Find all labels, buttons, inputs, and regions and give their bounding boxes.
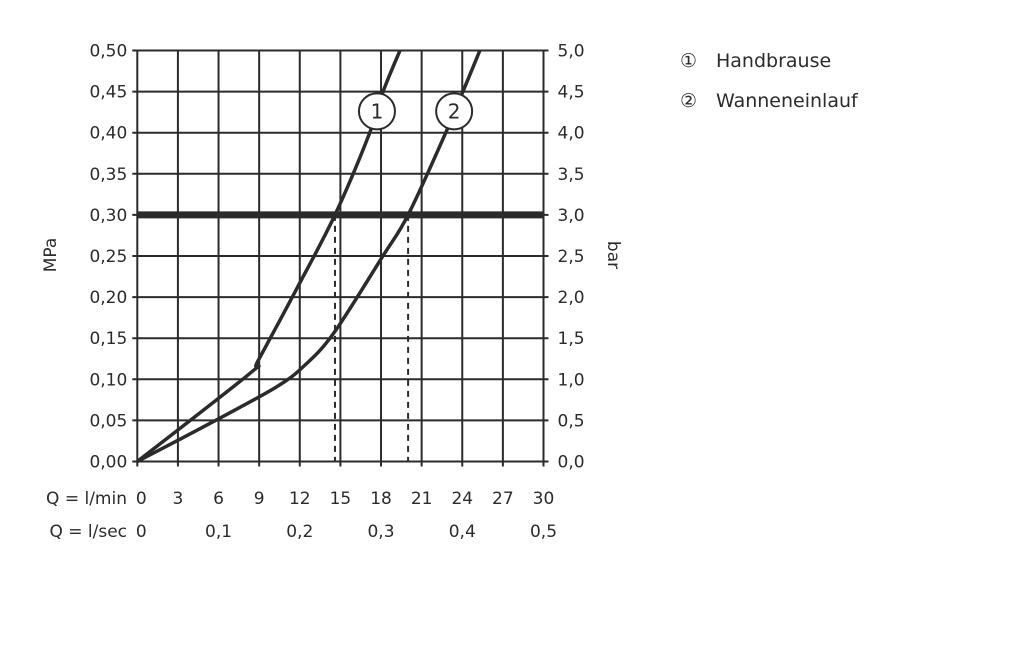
x-tick-label: 6 [213,489,224,509]
y-tick-label-left: 0,45 [89,83,127,103]
grid [132,49,549,467]
y-tick-label-right: 2,0 [558,288,585,308]
y-tick-label-right: 5,0 [558,42,585,62]
y-tick-label-left: 0,50 [89,42,127,62]
legend-symbol: ① [680,50,697,72]
y-tick-label-right: 4,0 [558,124,585,144]
x2-tick-label: 0,4 [449,522,476,542]
y-tick-label-right: 1,0 [558,370,585,390]
y-tick-label-left: 0,25 [89,247,127,267]
y-tick-label-left: 0,30 [89,206,127,226]
x-tick-label: 27 [492,489,514,509]
x-tick-label: 12 [289,489,311,509]
y-tick-label-right: 0,5 [558,411,585,431]
x-axis-label-lsec: Q = l/sec [49,522,127,542]
y-axis-label-right: bar [603,241,623,269]
y-tick-label-left: 0,40 [89,124,127,144]
x2-tick-label: 0 [136,522,147,542]
y-tick-label-left: 0,35 [89,165,127,185]
x-tick-label: 15 [330,489,352,509]
legend-label: Wanneneinlauf [716,90,859,112]
legend: ① Handbrause ② Wanneneinlauf [680,50,859,112]
y-tick-label-right: 3,0 [558,206,585,226]
x2-tick-label: 0,2 [286,522,313,542]
y-tick-label-right: 2,5 [558,247,585,267]
y-tick-label-right: 0,0 [558,453,585,473]
x-tick-label: 0 [136,489,147,509]
x-tick-label: 24 [451,489,473,509]
reference-lines [137,211,544,462]
series-marker-circle [435,92,474,131]
y-tick-label-left: 0,00 [89,453,127,473]
y-tick-label-right: 3,5 [558,165,585,185]
x-axis-label-lmin: Q = l/min [46,489,127,509]
y-tick-label-left: 0,15 [89,329,127,349]
tick-labels: 0,00 0,00,05 0,50,10 1,00,15 1,50,20 2,00,25 2… [89,42,584,543]
x-tick-label: 18 [370,489,392,509]
x2-tick-label: 0,1 [205,522,232,542]
x-tick-label: 30 [533,489,555,509]
legend-label: Handbrause [716,50,831,72]
x-tick-label: 9 [254,489,265,509]
series-marker-circle [357,92,396,131]
y-axis-label-left: MPa [41,238,61,273]
series-marker-label: 1 [371,99,384,123]
y-tick-label-left: 0,10 [89,370,127,390]
series-marker-label: 2 [448,99,461,123]
x2-tick-label: 0,3 [367,522,394,542]
x-tick-label: 21 [411,489,433,509]
y-tick-label-right: 1,5 [558,329,585,349]
y-tick-label-left: 0,20 [89,288,127,308]
legend-symbol: ② [680,90,697,112]
y-tick-label-right: 4,5 [558,83,585,103]
x2-tick-label: 0,5 [530,522,557,542]
x-tick-label: 3 [173,489,184,509]
y-tick-label-left: 0,05 [89,411,127,431]
